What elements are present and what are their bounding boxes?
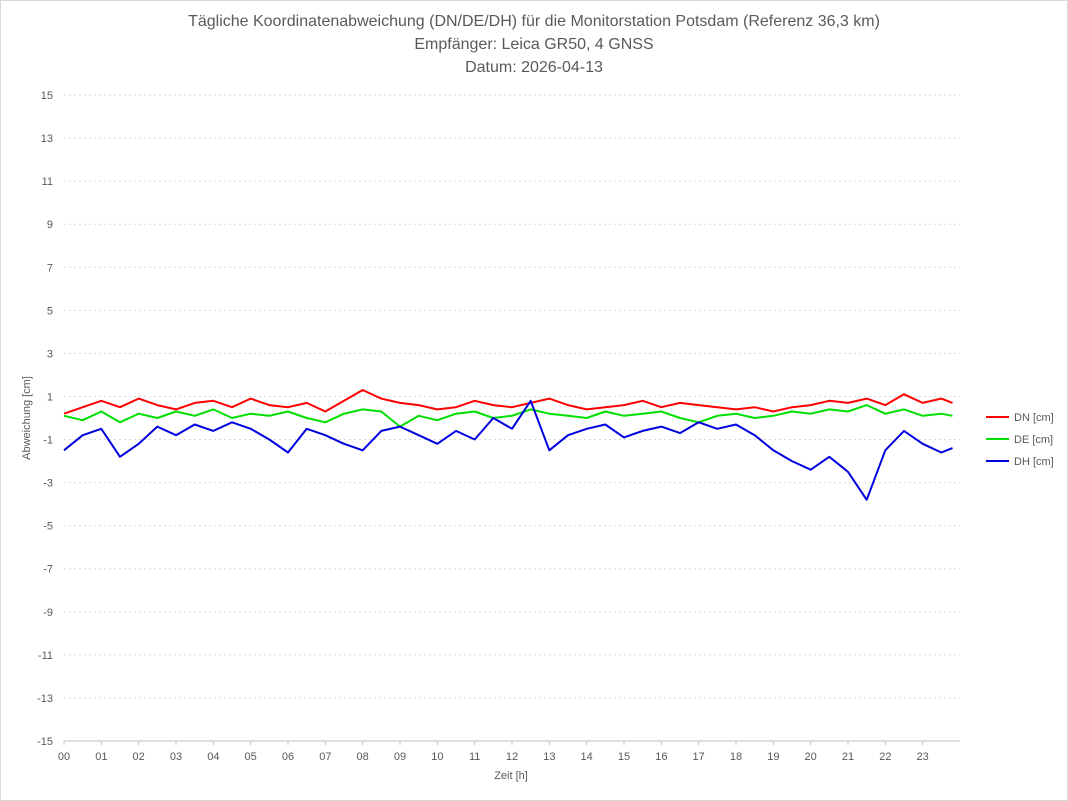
x-tick-label: 09 [394, 751, 406, 763]
chart-title: Tägliche Koordinatenabweichung (DN/DE/DH… [188, 13, 880, 30]
x-axis-ticks: 00 01 02 03 04 05 06 07 08 09 10 11 12 13 14 15 16 17 18 19… [58, 741, 929, 763]
x-tick-label: 21 [842, 751, 854, 763]
series-lines [63, 389, 953, 501]
y-tick-label: -9 [43, 607, 53, 619]
x-axis-title: Zeit [h] [494, 770, 528, 782]
y-tick-label: 1 [47, 391, 53, 403]
legend-label: DN [cm] [1014, 412, 1054, 424]
y-tick-label: -3 [43, 478, 53, 490]
x-tick-label: 11 [469, 751, 480, 763]
chart-subtitle-receiver: Empfänger: Leica GR50, 4 GNSS [414, 36, 654, 53]
y-tick-label: 15 [41, 90, 53, 102]
x-tick-label: 07 [319, 751, 331, 763]
x-tick-label: 16 [655, 751, 667, 763]
y-tick-label: -1 [43, 435, 53, 447]
x-tick-label: 22 [879, 751, 891, 763]
series-line-dh [63, 399, 953, 501]
x-tick-label: 23 [917, 751, 929, 763]
y-tick-label: 13 [41, 133, 53, 145]
y-tick-label: -11 [38, 650, 53, 662]
x-tick-label: 05 [245, 751, 257, 763]
series-line-de [63, 404, 953, 428]
y-tick-label: -7 [43, 564, 53, 576]
y-tick-label: 5 [47, 305, 53, 317]
x-tick-label: 10 [431, 751, 443, 763]
y-tick-label: 9 [47, 219, 53, 231]
x-tick-label: 20 [805, 751, 817, 763]
y-tick-label: -15 [37, 736, 53, 748]
y-tick-label: -13 [37, 693, 53, 705]
x-tick-label: 02 [133, 751, 145, 763]
x-tick-label: 08 [357, 751, 369, 763]
x-tick-label: 12 [506, 751, 518, 763]
x-tick-label: 01 [95, 751, 107, 763]
gridlines [64, 94, 960, 742]
y-axis-ticks: 15 13 11 9 7 5 3 1 -1 -3 -5 -7 -9 -11 -13 -15 [37, 90, 53, 748]
x-tick-label: 17 [693, 751, 705, 763]
x-tick-label: 06 [282, 751, 294, 763]
y-axis-title: Abweichung [cm] [21, 376, 33, 460]
x-tick-label: 18 [730, 751, 742, 763]
x-tick-label: 04 [207, 751, 219, 763]
series-line-dn [63, 389, 953, 415]
y-tick-label: 11 [42, 176, 53, 188]
legend-label: DE [cm] [1014, 434, 1053, 446]
x-tick-label: 03 [170, 751, 182, 763]
y-tick-label: 7 [47, 262, 53, 274]
x-tick-label: 00 [58, 751, 70, 763]
chart-subtitle-date: Datum: 2026-04-13 [465, 59, 603, 76]
y-tick-label: 3 [47, 348, 53, 360]
x-tick-label: 15 [618, 751, 630, 763]
x-tick-label: 19 [767, 751, 779, 763]
x-tick-label: 13 [543, 751, 555, 763]
x-tick-label: 14 [581, 751, 593, 763]
legend: DN [cm] DE [cm] DH [cm] [986, 412, 1054, 468]
legend-label: DH [cm] [1014, 456, 1054, 468]
y-tick-label: -5 [43, 521, 53, 533]
